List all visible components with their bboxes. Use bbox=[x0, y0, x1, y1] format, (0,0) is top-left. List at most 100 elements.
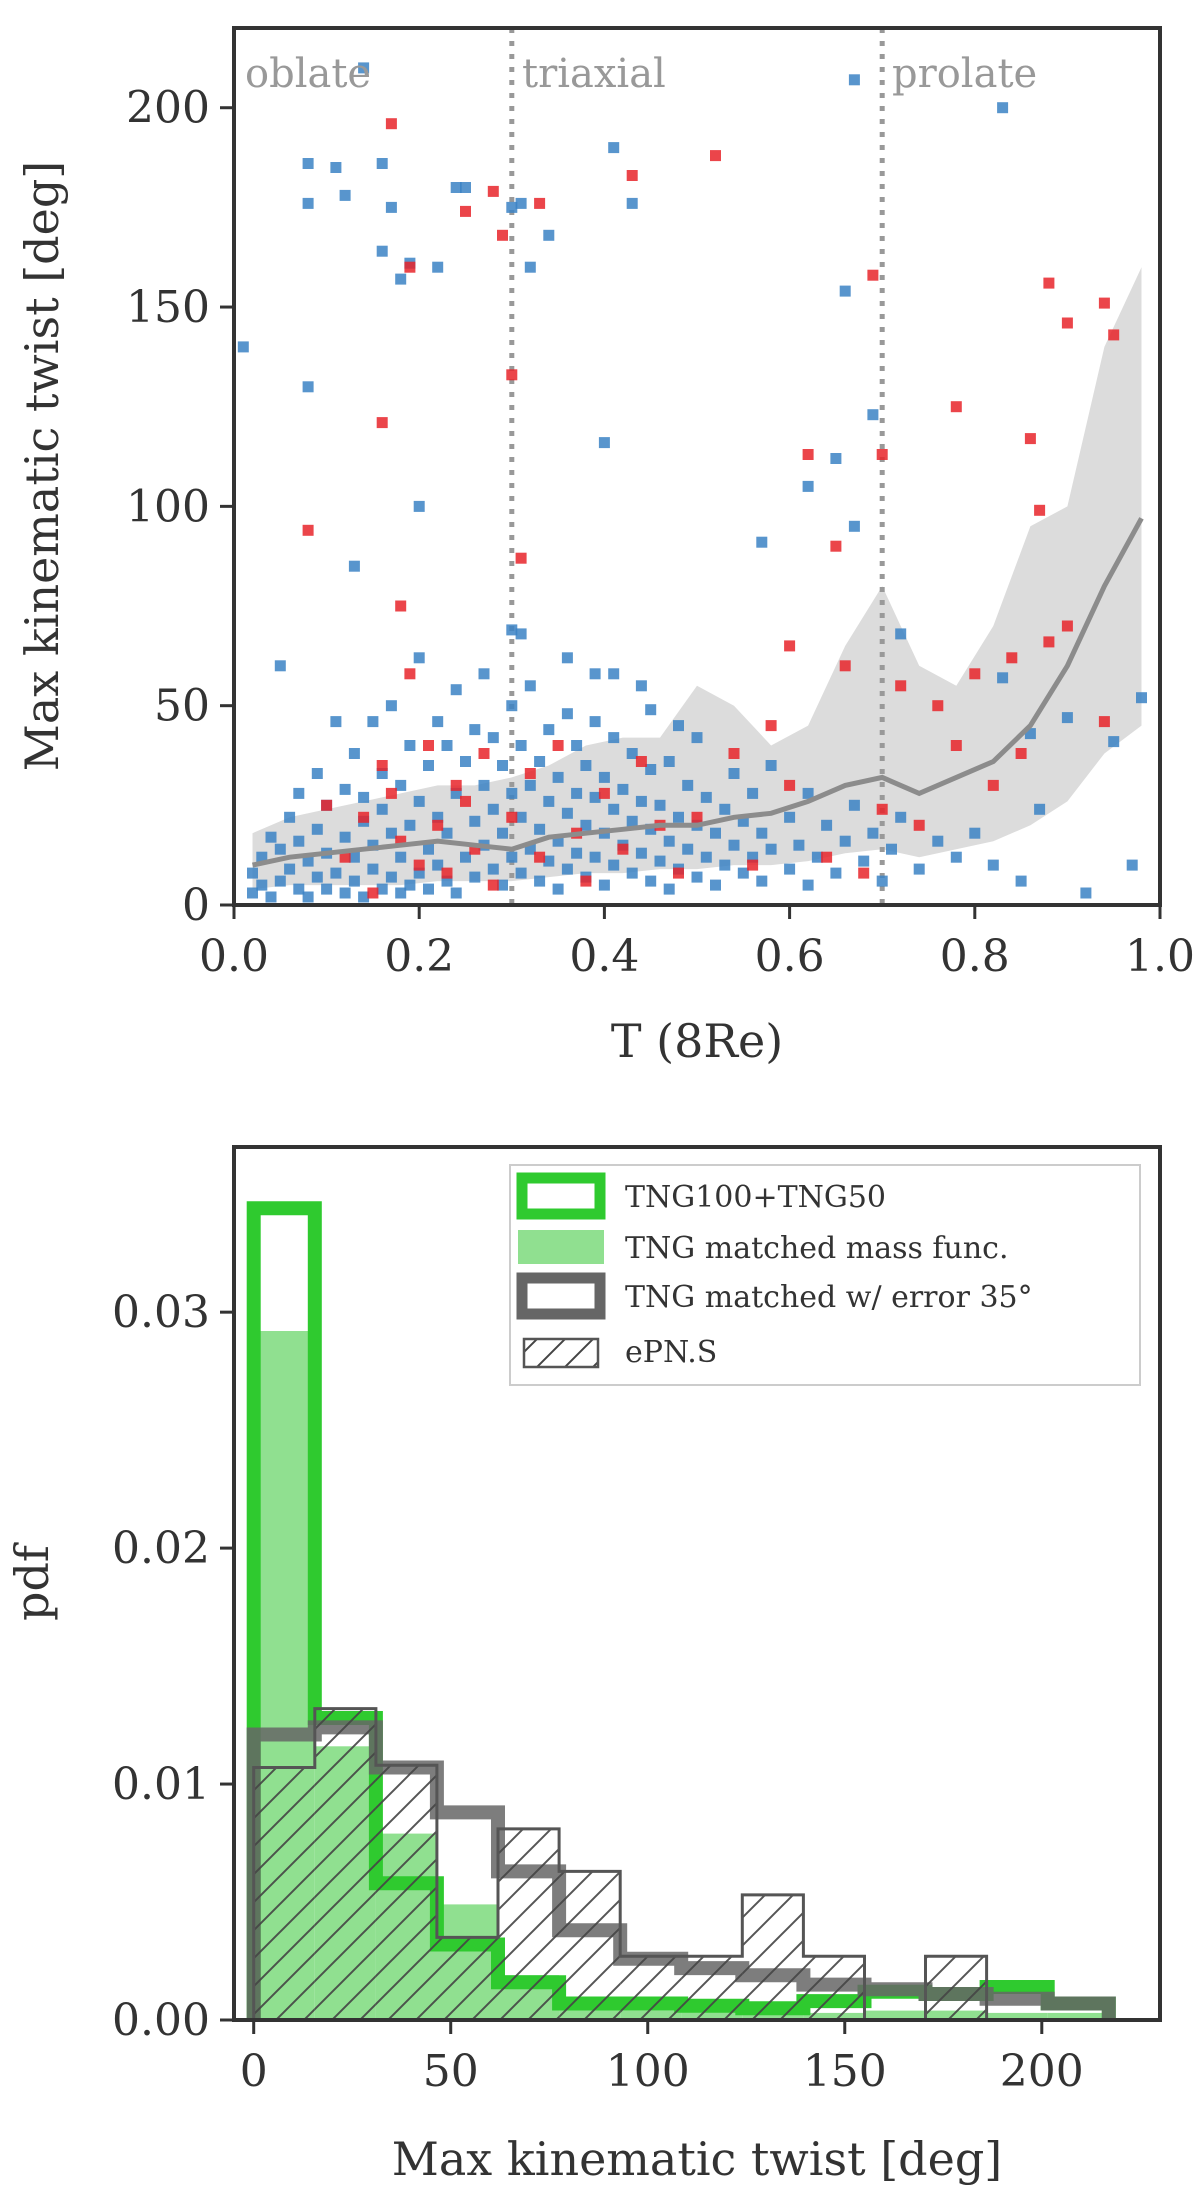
x-tick-label: 0 bbox=[240, 2046, 268, 2097]
point-red bbox=[876, 449, 888, 460]
point-blue bbox=[1136, 692, 1147, 704]
point-blue bbox=[311, 871, 323, 883]
point-blue bbox=[274, 843, 286, 855]
point-blue bbox=[385, 700, 397, 712]
point-blue bbox=[571, 787, 583, 799]
point-red bbox=[358, 811, 370, 823]
point-blue bbox=[969, 827, 981, 839]
point-blue bbox=[608, 668, 620, 680]
point-blue bbox=[543, 724, 555, 736]
point-blue bbox=[404, 819, 416, 831]
point-blue bbox=[432, 811, 444, 823]
point-blue bbox=[330, 162, 342, 173]
point-blue bbox=[932, 835, 944, 847]
median-curve bbox=[251, 517, 1144, 868]
hist-bar-hatched bbox=[620, 1956, 682, 2020]
hist-bar-hatched bbox=[803, 1956, 865, 2020]
point-red bbox=[460, 205, 471, 217]
point-red bbox=[617, 843, 629, 855]
x-tick-label: 0.6 bbox=[755, 931, 825, 982]
point-blue bbox=[848, 520, 860, 532]
point-blue bbox=[608, 859, 620, 871]
point-blue bbox=[858, 855, 870, 867]
point-blue bbox=[432, 716, 444, 728]
point-blue bbox=[673, 720, 684, 732]
point-blue bbox=[737, 867, 749, 879]
point-red bbox=[626, 170, 638, 181]
y-tick-label: 150 bbox=[126, 282, 210, 333]
hist-bar-hatched bbox=[559, 1871, 621, 2020]
point-blue bbox=[339, 189, 351, 201]
point-blue bbox=[515, 867, 527, 879]
point-blue bbox=[339, 887, 351, 899]
point-red bbox=[1043, 277, 1055, 289]
y-tick-label: 50 bbox=[154, 681, 210, 732]
point-red bbox=[830, 540, 842, 552]
point-red bbox=[1034, 504, 1046, 516]
point-blue bbox=[348, 748, 360, 759]
y-tick-label: 0.03 bbox=[112, 1287, 210, 1338]
point-blue bbox=[580, 760, 592, 771]
point-blue bbox=[506, 787, 518, 799]
point-blue bbox=[487, 803, 499, 815]
point-blue bbox=[385, 871, 397, 883]
point-blue bbox=[348, 875, 360, 887]
point-blue bbox=[293, 787, 305, 799]
point-blue bbox=[691, 732, 703, 744]
point-blue bbox=[700, 851, 712, 863]
point-blue bbox=[802, 787, 814, 799]
point-blue bbox=[580, 819, 592, 831]
x-tick-label: 0.4 bbox=[569, 931, 639, 982]
x-tick-label: 200 bbox=[1000, 2046, 1084, 2097]
point-red bbox=[1098, 297, 1110, 309]
y-axis-label: pdf bbox=[5, 1542, 59, 1621]
legend-swatch bbox=[522, 1337, 600, 1369]
plot-frame bbox=[232, 1145, 1162, 2022]
point-red bbox=[385, 787, 397, 799]
legend-frame bbox=[509, 1164, 1141, 1386]
point-red bbox=[1098, 716, 1110, 728]
point-blue bbox=[302, 197, 314, 209]
point-blue bbox=[450, 887, 462, 899]
point-blue bbox=[571, 740, 583, 751]
point-blue bbox=[552, 883, 564, 895]
hist-bar bbox=[986, 2012, 1048, 2020]
point-blue bbox=[848, 799, 860, 811]
point-red bbox=[913, 819, 925, 831]
median-percentile-band bbox=[252, 267, 1142, 890]
point-blue bbox=[413, 795, 425, 807]
point-blue bbox=[302, 855, 314, 867]
point-red bbox=[487, 185, 499, 197]
point-red bbox=[876, 803, 888, 815]
point-red bbox=[367, 887, 379, 899]
y-tick-label: 0.00 bbox=[112, 1995, 210, 2046]
point-blue bbox=[543, 795, 555, 807]
point-blue bbox=[423, 843, 434, 855]
point-blue bbox=[367, 716, 379, 728]
point-blue bbox=[756, 875, 768, 887]
point-red bbox=[404, 668, 416, 680]
point-red bbox=[598, 787, 610, 799]
point-blue bbox=[682, 843, 694, 855]
point-blue bbox=[552, 771, 564, 783]
point-blue bbox=[793, 839, 805, 851]
point-blue bbox=[302, 158, 314, 169]
point-blue bbox=[756, 827, 768, 839]
point-blue bbox=[626, 867, 638, 879]
point-blue bbox=[598, 879, 610, 891]
point-blue bbox=[441, 827, 453, 839]
point-blue bbox=[747, 851, 759, 863]
point-red bbox=[441, 867, 453, 879]
point-blue bbox=[367, 863, 379, 875]
x-axis-ticks: 0.0 0.2 0.4 0.6 0.8 1.0 bbox=[199, 905, 1195, 982]
point-blue bbox=[1080, 887, 1092, 899]
point-blue bbox=[552, 835, 564, 847]
hist-outline bbox=[252, 1707, 1109, 2020]
point-blue bbox=[719, 859, 731, 871]
point-red bbox=[710, 150, 721, 162]
point-blue bbox=[645, 875, 657, 887]
y-tick-label: 0.01 bbox=[112, 1759, 210, 1810]
point-blue bbox=[876, 875, 888, 887]
point-blue bbox=[700, 791, 712, 803]
point-blue bbox=[395, 851, 407, 863]
